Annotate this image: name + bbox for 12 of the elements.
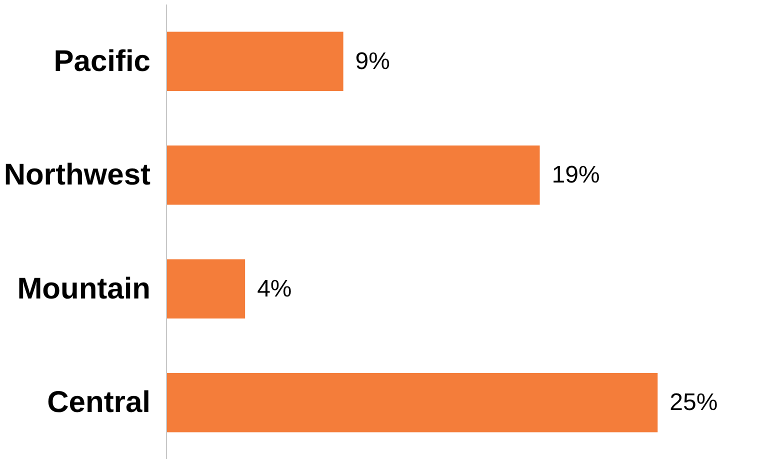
data-label: 19% [552, 162, 600, 189]
y-tick-label: Northwest [4, 158, 151, 192]
data-label: 25% [670, 389, 718, 416]
bar [166, 32, 344, 91]
bar [166, 146, 540, 205]
y-tick-label: Pacific [54, 44, 151, 78]
y-tick-label: Central [47, 386, 150, 420]
data-label: 4% [257, 275, 292, 302]
bar [166, 259, 246, 318]
data-label: 9% [355, 48, 390, 75]
y-tick-label: Mountain [17, 272, 151, 306]
bar [166, 373, 658, 432]
